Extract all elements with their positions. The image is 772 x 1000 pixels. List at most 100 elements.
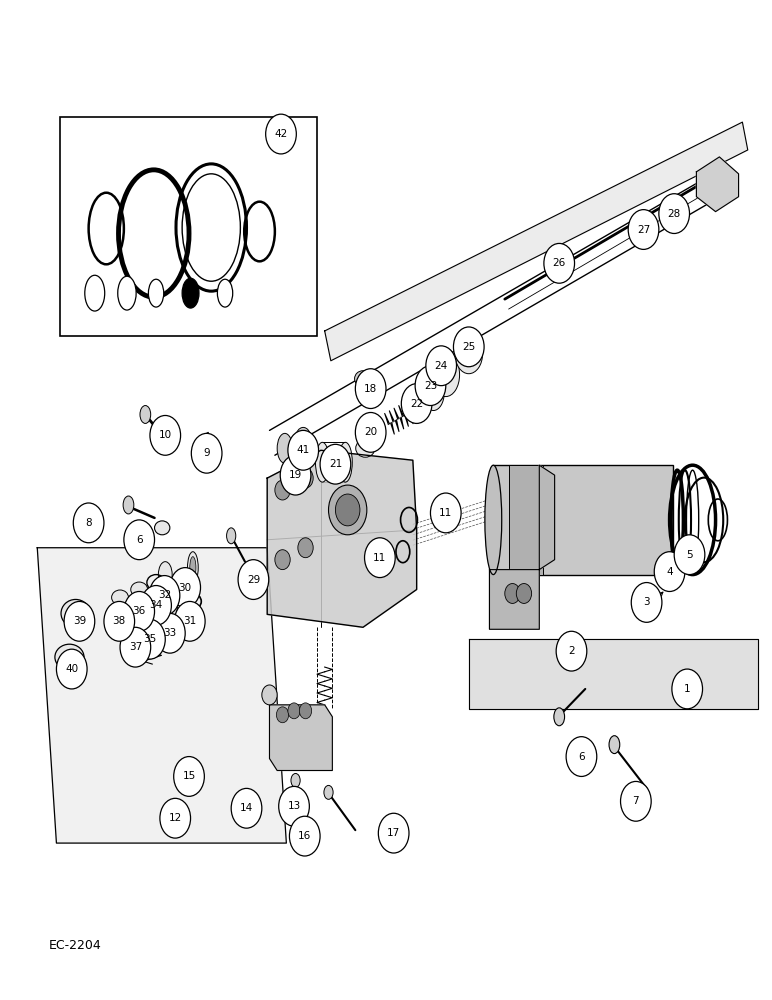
Circle shape xyxy=(544,243,574,283)
Polygon shape xyxy=(37,548,286,843)
Text: 35: 35 xyxy=(144,634,157,644)
Ellipse shape xyxy=(190,557,196,579)
Bar xyxy=(493,465,673,575)
Circle shape xyxy=(631,583,662,622)
Ellipse shape xyxy=(148,279,164,307)
Text: 28: 28 xyxy=(668,209,681,219)
Ellipse shape xyxy=(112,590,128,605)
Circle shape xyxy=(672,669,703,709)
Text: 38: 38 xyxy=(113,616,126,626)
Circle shape xyxy=(355,412,386,452)
Circle shape xyxy=(329,485,367,535)
Ellipse shape xyxy=(85,275,105,311)
Text: 3: 3 xyxy=(643,597,650,607)
Ellipse shape xyxy=(277,433,293,463)
Ellipse shape xyxy=(554,708,564,726)
Circle shape xyxy=(120,627,151,667)
Circle shape xyxy=(134,619,165,659)
Circle shape xyxy=(124,520,154,560)
Circle shape xyxy=(505,584,520,603)
Text: 6: 6 xyxy=(578,752,584,762)
Text: 30: 30 xyxy=(178,583,191,593)
Circle shape xyxy=(654,552,685,591)
Circle shape xyxy=(290,816,320,856)
Ellipse shape xyxy=(188,552,198,584)
Circle shape xyxy=(262,685,277,705)
Ellipse shape xyxy=(118,276,136,310)
Circle shape xyxy=(266,114,296,154)
Circle shape xyxy=(150,415,181,455)
Polygon shape xyxy=(267,450,417,627)
Text: 29: 29 xyxy=(247,575,260,585)
Circle shape xyxy=(124,591,154,631)
Ellipse shape xyxy=(182,278,199,308)
Polygon shape xyxy=(696,157,739,212)
Circle shape xyxy=(276,707,289,723)
Text: 9: 9 xyxy=(203,448,210,458)
Text: EC-2204: EC-2204 xyxy=(49,939,101,952)
Ellipse shape xyxy=(127,627,146,644)
Circle shape xyxy=(298,538,313,558)
Ellipse shape xyxy=(423,375,444,410)
Text: 13: 13 xyxy=(287,801,300,811)
Text: 20: 20 xyxy=(364,427,378,437)
Circle shape xyxy=(73,503,104,543)
Circle shape xyxy=(191,433,222,473)
Circle shape xyxy=(174,601,205,641)
Text: 12: 12 xyxy=(168,813,182,823)
Text: 5: 5 xyxy=(686,550,692,560)
Text: 31: 31 xyxy=(183,616,196,626)
Circle shape xyxy=(401,384,432,423)
Ellipse shape xyxy=(316,442,330,482)
Circle shape xyxy=(275,550,290,570)
Text: 21: 21 xyxy=(329,459,342,469)
Circle shape xyxy=(659,194,689,233)
Circle shape xyxy=(104,601,134,641)
Circle shape xyxy=(674,535,705,575)
Circle shape xyxy=(141,586,171,625)
Circle shape xyxy=(378,813,409,853)
Text: 22: 22 xyxy=(410,399,423,409)
Ellipse shape xyxy=(356,439,375,457)
Text: 19: 19 xyxy=(289,470,302,480)
Circle shape xyxy=(426,346,456,386)
Circle shape xyxy=(335,494,360,526)
Ellipse shape xyxy=(162,591,178,619)
Circle shape xyxy=(431,493,461,533)
Circle shape xyxy=(279,786,310,826)
Circle shape xyxy=(275,480,290,500)
Text: 14: 14 xyxy=(240,803,253,813)
Text: 40: 40 xyxy=(65,664,78,674)
Ellipse shape xyxy=(154,521,170,535)
Circle shape xyxy=(453,327,484,367)
Ellipse shape xyxy=(354,371,371,387)
Ellipse shape xyxy=(291,773,300,787)
Circle shape xyxy=(556,631,587,671)
Text: 27: 27 xyxy=(637,225,650,235)
Polygon shape xyxy=(325,122,748,361)
Text: 23: 23 xyxy=(424,381,437,391)
Ellipse shape xyxy=(130,582,147,597)
Text: 15: 15 xyxy=(182,771,195,781)
Ellipse shape xyxy=(141,635,160,652)
Polygon shape xyxy=(489,465,554,629)
Circle shape xyxy=(355,369,386,409)
Circle shape xyxy=(56,649,87,689)
Polygon shape xyxy=(469,639,758,709)
Bar xyxy=(509,465,543,575)
Circle shape xyxy=(298,468,313,488)
Text: 34: 34 xyxy=(150,600,163,610)
Circle shape xyxy=(280,455,311,495)
Circle shape xyxy=(516,584,532,603)
Polygon shape xyxy=(269,705,333,770)
Circle shape xyxy=(170,568,201,607)
Text: 37: 37 xyxy=(129,642,142,652)
Circle shape xyxy=(160,798,191,838)
Text: 42: 42 xyxy=(274,129,288,139)
Text: 7: 7 xyxy=(632,796,639,806)
Circle shape xyxy=(621,781,652,821)
Text: 36: 36 xyxy=(133,606,146,616)
Text: 8: 8 xyxy=(86,518,92,528)
Ellipse shape xyxy=(455,334,482,374)
Circle shape xyxy=(320,444,350,484)
